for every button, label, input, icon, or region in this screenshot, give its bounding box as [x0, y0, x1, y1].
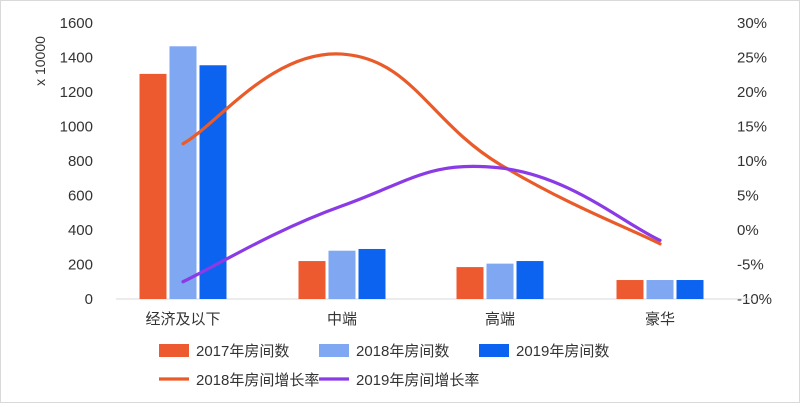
left-tick-label: 1400 [60, 50, 93, 67]
left-tick-label: 1200 [60, 84, 93, 101]
right-tick-label: -10% [737, 291, 772, 308]
left-tick-label: 400 [68, 222, 93, 239]
category-label: 豪华 [645, 310, 675, 328]
growth-lines [181, 52, 662, 284]
legend-label: 2018年房间增长率 [196, 372, 319, 389]
bar [616, 280, 644, 299]
bar [486, 263, 514, 299]
right-axis: 30% 25% 20% 15% 10% 5% 0% -5% -10% [737, 15, 772, 308]
bar [516, 261, 544, 299]
growth-line [181, 52, 662, 246]
legend: 2017年房间数 2018年房间数 2019年房间数 2018年房间增长率 2019年房… [159, 343, 609, 389]
right-tick-label: 15% [737, 119, 767, 136]
bar [139, 73, 167, 299]
left-tick-label: 800 [68, 153, 93, 170]
left-tick-label: 1000 [60, 119, 93, 136]
bar [646, 280, 674, 299]
legend-swatch [159, 344, 189, 357]
growth-line [181, 164, 662, 284]
bar [676, 280, 704, 299]
category-labels: 经济及以下 中端 高端 豪华 [145, 310, 675, 328]
bar [456, 267, 484, 299]
right-tick-label: 20% [737, 84, 767, 101]
left-tick-label: 600 [68, 188, 93, 205]
category-label: 中端 [327, 311, 357, 328]
legend-swatch [319, 344, 349, 357]
right-tick-label: 10% [737, 153, 767, 170]
category-label: 高端 [485, 311, 515, 328]
left-tick-label: 1600 [60, 15, 93, 32]
right-tick-label: 25% [737, 50, 767, 67]
bar [199, 65, 227, 299]
legend-label: 2019年房间增长率 [356, 372, 479, 389]
left-axis-unit: x 10000 [32, 36, 48, 86]
legend-swatch [479, 344, 509, 357]
right-tick-label: -5% [737, 257, 764, 274]
legend-label: 2017年房间数 [196, 343, 289, 360]
bar [328, 250, 356, 299]
bar [358, 248, 386, 299]
left-tick-label: 0 [85, 291, 93, 308]
bars [139, 46, 704, 299]
right-tick-label: 0% [737, 222, 759, 239]
left-tick-label: 200 [68, 257, 93, 274]
bar [169, 46, 197, 299]
right-tick-label: 5% [737, 188, 759, 205]
category-label: 经济及以下 [145, 311, 220, 328]
bar [298, 261, 326, 299]
left-axis: 1600 1400 1200 1000 800 600 400 200 0 [60, 15, 93, 308]
right-tick-label: 30% [737, 15, 767, 32]
legend-label: 2019年房间数 [516, 343, 609, 360]
legend-label: 2018年房间数 [356, 343, 449, 360]
